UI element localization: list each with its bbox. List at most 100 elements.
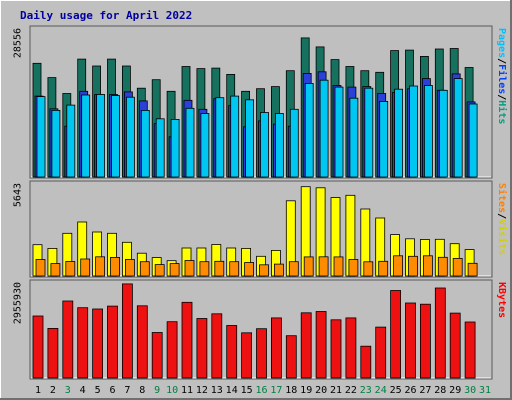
x-tick-day-17: 17 bbox=[270, 385, 282, 396]
bar-sites-day-27 bbox=[422, 255, 433, 277]
bar-sites-day-9 bbox=[154, 264, 165, 277]
bar-kbytes-day-20 bbox=[315, 311, 327, 379]
x-tick-day-12: 12 bbox=[196, 385, 208, 396]
bar-sites-day-26 bbox=[408, 255, 418, 277]
bar-pages-day-15 bbox=[245, 99, 255, 178]
x-tick-day-21: 21 bbox=[330, 385, 342, 396]
bar-pages-day-19 bbox=[304, 83, 314, 178]
x-tick-day-30: 30 bbox=[464, 385, 476, 396]
bar-kbytes-day-7 bbox=[122, 283, 133, 379]
bar-sites-day-30 bbox=[467, 262, 478, 277]
bar-pages-day-28 bbox=[438, 89, 448, 178]
legend-files: Files bbox=[497, 64, 509, 94]
bar-sites-day-6 bbox=[110, 256, 120, 277]
bar-sites-day-12 bbox=[199, 261, 210, 277]
bar-pages-day-6 bbox=[111, 95, 120, 178]
bar-pages-day-2 bbox=[51, 110, 61, 178]
x-tick-day-11: 11 bbox=[181, 385, 193, 396]
bar-kbytes-day-2 bbox=[47, 327, 59, 379]
bar-kbytes-day-8 bbox=[136, 305, 148, 379]
bar-kbytes-day-21 bbox=[330, 319, 342, 379]
bar-sites-day-16 bbox=[259, 264, 269, 277]
legend-kbytes: KBytes bbox=[497, 282, 508, 318]
x-tick-day-6: 6 bbox=[109, 385, 115, 396]
bar-pages-day-26 bbox=[409, 85, 418, 178]
x-tick-day-27: 27 bbox=[419, 385, 431, 396]
bar-kbytes-day-6 bbox=[107, 305, 118, 379]
bar-pages-day-11 bbox=[185, 107, 195, 178]
bar-pages-day-30 bbox=[468, 103, 478, 178]
bar-pages-day-27 bbox=[423, 85, 433, 178]
bar-kbytes-day-24 bbox=[375, 326, 387, 379]
bar-kbytes-day-12 bbox=[196, 318, 208, 379]
panel-3-ymax-label: 2955930 bbox=[13, 282, 24, 324]
x-tick-day-7: 7 bbox=[124, 385, 130, 396]
bar-sites-day-5 bbox=[95, 256, 105, 277]
bar-kbytes-day-11 bbox=[181, 301, 193, 379]
x-tick-day-26: 26 bbox=[404, 385, 416, 396]
x-tick-day-19: 19 bbox=[300, 385, 312, 396]
bar-kbytes-day-15 bbox=[241, 332, 253, 379]
bar-kbytes-day-9 bbox=[151, 332, 163, 379]
bar-kbytes-day-18 bbox=[285, 335, 297, 379]
x-tick-day-2: 2 bbox=[50, 385, 56, 396]
bar-kbytes-day-29 bbox=[449, 312, 461, 379]
legend-sites: Sites bbox=[497, 183, 509, 213]
bar-pages-day-9 bbox=[155, 118, 165, 178]
bar-kbytes-day-17 bbox=[270, 317, 282, 379]
bar-sites-day-18 bbox=[288, 261, 299, 277]
bar-sites-day-17 bbox=[273, 263, 284, 277]
bar-pages-day-16 bbox=[260, 112, 269, 178]
x-tick-day-3: 3 bbox=[65, 385, 71, 396]
x-tick-day-16: 16 bbox=[255, 385, 267, 396]
bar-pages-day-17 bbox=[274, 113, 284, 178]
x-tick-day-5: 5 bbox=[95, 385, 101, 396]
bar-pages-day-14 bbox=[230, 95, 240, 178]
bar-kbytes-day-22 bbox=[345, 317, 357, 379]
panel-2-ymax-label: 5643 bbox=[13, 183, 24, 207]
bar-pages-day-20 bbox=[319, 79, 329, 178]
bar-sites-day-1 bbox=[35, 259, 46, 277]
panel-3-legend: KBytes bbox=[497, 282, 508, 318]
bar-pages-day-10 bbox=[170, 119, 180, 178]
bar-pages-day-13 bbox=[215, 97, 225, 178]
bar-kbytes-day-25 bbox=[390, 290, 402, 379]
legend-separator: / bbox=[497, 213, 508, 219]
legend-visits: Visits bbox=[497, 219, 509, 255]
bar-pages-day-18 bbox=[289, 108, 299, 178]
x-tick-day-23: 23 bbox=[360, 385, 372, 396]
bar-pages-day-29 bbox=[453, 78, 463, 178]
bar-sites-day-28 bbox=[437, 256, 448, 277]
x-tick-day-8: 8 bbox=[139, 385, 145, 396]
x-tick-day-14: 14 bbox=[226, 385, 238, 396]
x-tick-day-4: 4 bbox=[80, 385, 86, 396]
bar-pages-day-23 bbox=[364, 87, 374, 178]
x-tick-day-13: 13 bbox=[211, 385, 223, 396]
bar-pages-day-24 bbox=[379, 101, 389, 178]
x-tick-day-18: 18 bbox=[285, 385, 297, 396]
bar-kbytes-day-23 bbox=[360, 345, 372, 379]
bar-pages-day-8 bbox=[140, 110, 150, 178]
legend-separator: / bbox=[497, 94, 508, 100]
bar-kbytes-day-10 bbox=[166, 321, 178, 379]
x-tick-day-9: 9 bbox=[154, 385, 160, 396]
x-tick-day-24: 24 bbox=[375, 385, 387, 396]
bar-sites-day-20 bbox=[318, 256, 329, 277]
bar-kbytes-day-16 bbox=[256, 328, 267, 379]
bar-pages-day-25 bbox=[394, 88, 404, 178]
x-tick-day-31: 31 bbox=[479, 385, 491, 396]
bar-pages-day-4 bbox=[81, 94, 91, 178]
bar-sites-day-11 bbox=[184, 260, 195, 277]
legend-separator: / bbox=[497, 58, 508, 64]
bar-kbytes-day-4 bbox=[77, 307, 89, 379]
bar-sites-day-29 bbox=[452, 257, 463, 277]
bar-sites-day-4 bbox=[80, 258, 91, 277]
bar-kbytes-day-30 bbox=[464, 321, 476, 379]
bar-kbytes-day-3 bbox=[62, 300, 74, 379]
bar-pages-day-5 bbox=[96, 94, 105, 178]
bar-sites-day-8 bbox=[139, 261, 150, 277]
bar-sites-day-2 bbox=[50, 263, 61, 277]
